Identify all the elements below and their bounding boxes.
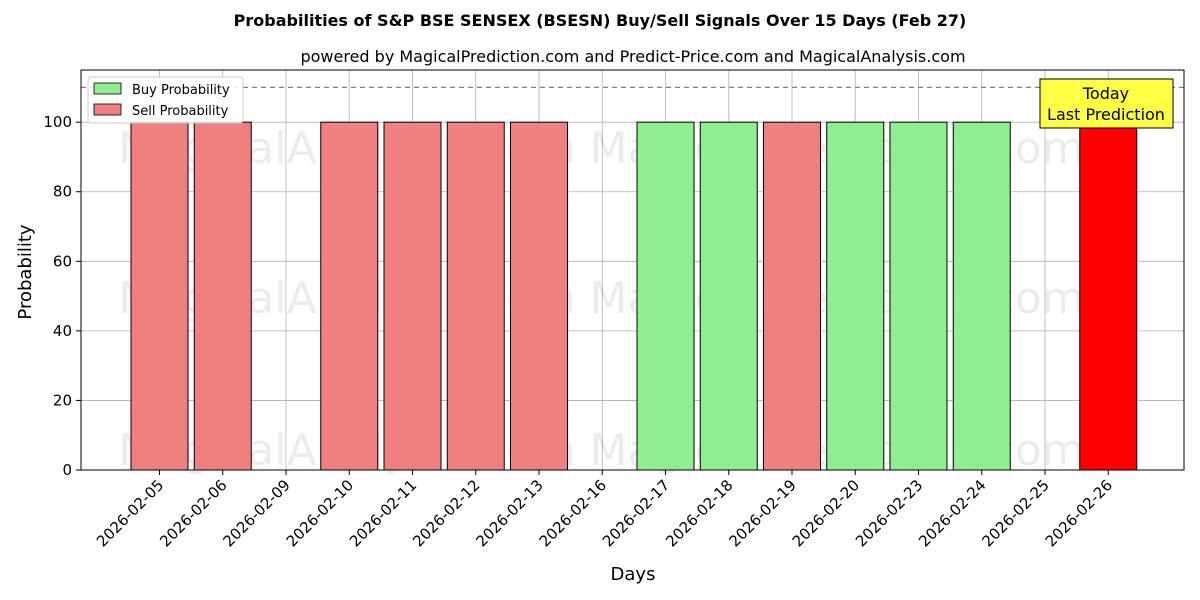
chart-subtitle: powered by MagicalPrediction.com and Pre… xyxy=(300,47,965,66)
bar-sell-2026-02-10 xyxy=(320,121,379,471)
x-tick-label: 2026-02-06 xyxy=(156,476,230,550)
bar-sell-2026-02-06 xyxy=(193,121,252,471)
y-tick-label: 60 xyxy=(53,252,72,270)
bar-buy-2026-02-18 xyxy=(699,121,758,471)
bar-sell-2026-02-19 xyxy=(763,121,821,471)
bar-buy-2026-02-23 xyxy=(889,121,948,471)
x-tick-label: 2026-02-26 xyxy=(1042,476,1116,550)
legend-sell-label: Sell Probability xyxy=(132,104,229,119)
x-axis-label: Days xyxy=(611,564,656,585)
x-tick-label: 2026-02-18 xyxy=(662,476,736,550)
x-axis-ticks: 2026-02-052026-02-062026-02-092026-02-10… xyxy=(93,470,1116,550)
today-annotation-line2: Last Prediction xyxy=(1047,105,1165,124)
chart-title: Probabilities of S&P BSE SENSEX (BSESN) … xyxy=(234,11,967,30)
bar-sell-2026-02-05 xyxy=(130,121,189,471)
y-tick-label: 80 xyxy=(53,183,72,201)
x-tick-label: 2026-02-24 xyxy=(915,476,989,550)
bar-today-sell-2026-02-26 xyxy=(1079,121,1138,471)
bar-buy-2026-02-24 xyxy=(952,121,1011,471)
x-tick-label: 2026-02-10 xyxy=(283,476,357,550)
y-axis-label: Probability xyxy=(15,224,36,319)
x-tick-label: 2026-02-05 xyxy=(93,476,167,550)
bar-sell-2026-02-11 xyxy=(383,121,442,471)
y-tick-label: 40 xyxy=(53,322,72,340)
x-tick-label: 2026-02-09 xyxy=(219,476,293,550)
legend: Buy Probability Sell Probability xyxy=(87,76,244,124)
y-axis-ticks: 0 20 40 60 80 100 xyxy=(43,113,81,479)
x-tick-label: 2026-02-20 xyxy=(789,476,863,550)
y-tick-label: 100 xyxy=(43,113,72,131)
legend-buy-label: Buy Probability xyxy=(132,83,230,98)
x-tick-label: 2026-02-19 xyxy=(725,476,799,550)
y-tick-label: 20 xyxy=(53,391,72,409)
x-tick-label: 2026-02-23 xyxy=(852,476,926,550)
legend-frame xyxy=(87,76,244,124)
bar-buy-2026-02-20 xyxy=(826,121,885,471)
legend-sell-swatch xyxy=(93,103,122,116)
x-tick-label: 2026-02-11 xyxy=(346,476,420,550)
today-annotation-line1: Today xyxy=(1082,84,1129,103)
bars xyxy=(130,121,1138,471)
x-tick-label: 2026-02-12 xyxy=(409,476,483,550)
today-annotation-box xyxy=(1039,78,1174,129)
y-tick-label: 0 xyxy=(62,461,72,479)
x-tick-label: 2026-02-17 xyxy=(599,476,673,550)
x-tick-label: 2026-02-16 xyxy=(536,476,610,550)
today-annotation: Today Last Prediction xyxy=(1039,78,1174,129)
x-tick-label: 2026-02-13 xyxy=(472,476,546,550)
bar-buy-2026-02-17 xyxy=(636,121,695,471)
x-tick-label: 2026-02-25 xyxy=(978,476,1052,550)
bar-sell-2026-02-13 xyxy=(510,121,568,471)
bar-sell-2026-02-12 xyxy=(446,121,505,471)
legend-buy-swatch xyxy=(93,82,122,95)
plot-area-frame xyxy=(80,69,1185,471)
